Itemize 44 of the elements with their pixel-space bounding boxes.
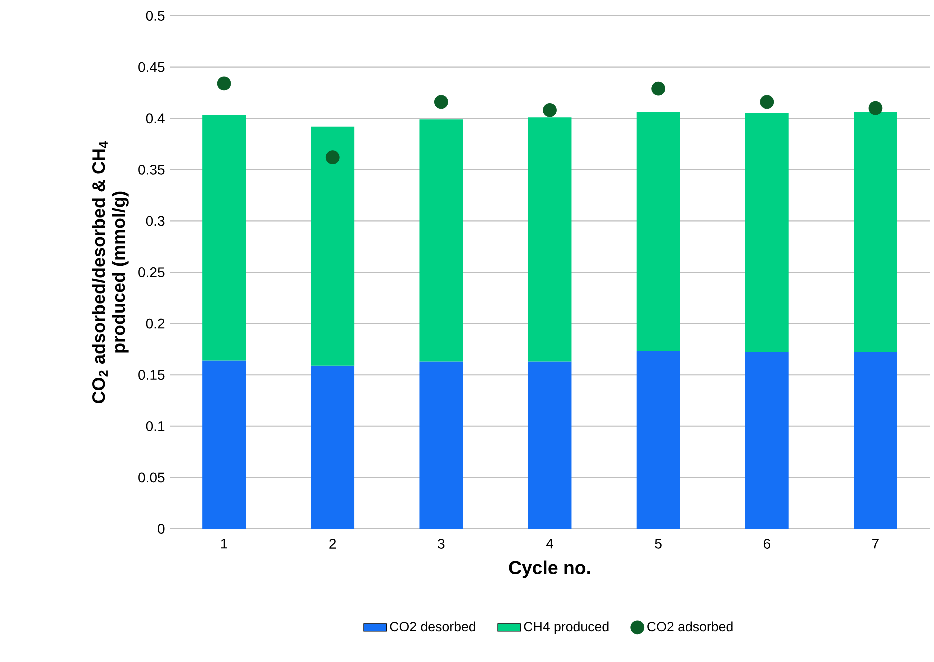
bar	[420, 120, 464, 362]
y-tick-label: 0	[158, 524, 165, 534]
y-tick-label: 0.3	[146, 216, 165, 226]
x-tick-label: 2	[330, 539, 336, 549]
bar	[636, 352, 680, 529]
point	[543, 103, 557, 118]
y-tick-label: 0.5	[146, 11, 165, 21]
bar	[202, 360, 246, 529]
bar	[528, 118, 572, 362]
x-tick-label: 3	[438, 539, 445, 549]
bar	[311, 126, 355, 366]
bar	[854, 352, 898, 529]
y-tick-label: 0.15	[138, 370, 165, 380]
bar	[636, 112, 680, 352]
bar	[311, 366, 355, 529]
bar	[202, 116, 246, 361]
y-tick-label: 0.4	[146, 114, 165, 124]
bar	[745, 352, 789, 529]
y-tick-label: 0.25	[138, 268, 165, 278]
x-tick-label: 7	[872, 539, 879, 549]
legend-label: CH4 produced	[524, 622, 609, 634]
legend-label: CO2 desorbed	[390, 622, 476, 632]
bar	[420, 362, 464, 529]
y-tick-label: 0.1	[146, 421, 165, 432]
text: CO$_{2}$ adsorbed/desorbed & CH$_{4}$ produced (mmol/g)	[92, 142, 129, 404]
x-tick-label: 5	[655, 539, 662, 549]
x-tick-label: 4	[546, 539, 554, 549]
point	[326, 150, 340, 165]
point	[760, 95, 774, 110]
point	[868, 101, 883, 116]
bar	[854, 112, 898, 353]
x-axis-title: Cycle no.	[509, 560, 590, 578]
y-tick-label: 0.05	[138, 472, 165, 483]
point	[434, 95, 448, 110]
bar	[745, 113, 789, 353]
y-tick-label: 0.2	[146, 318, 165, 329]
y-tick-label: 0.45	[138, 62, 165, 72]
point	[652, 82, 666, 96]
point	[217, 76, 232, 91]
y-tick-label: 0.35	[138, 164, 165, 175]
bar	[528, 362, 572, 529]
x-tick-label: 1	[221, 539, 228, 549]
legend-label: CO2 adsorbed	[648, 622, 733, 632]
x-tick-label: 6	[764, 539, 770, 549]
